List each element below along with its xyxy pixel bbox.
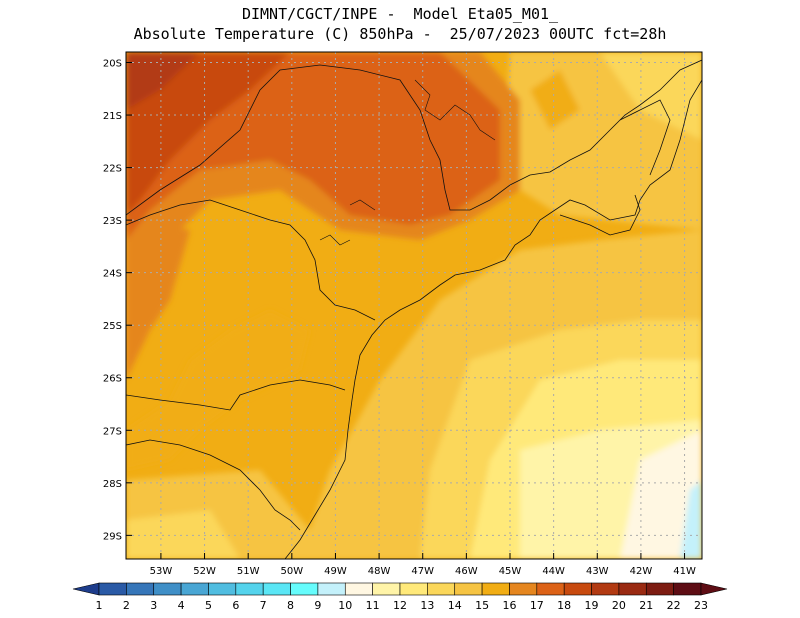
lon-tick-label: 45W — [499, 566, 522, 577]
colorbar-label: 8 — [287, 599, 294, 612]
lon-tick-label: 41W — [673, 566, 696, 577]
lat-tick-label: 29S — [103, 531, 122, 542]
colorbar-high-arrow — [700, 582, 728, 596]
reservoir — [319, 234, 351, 246]
colorbar-label: 5 — [205, 599, 212, 612]
colorbar-low-arrow — [72, 582, 100, 596]
lon-tick-label: 53W — [150, 566, 173, 577]
colorbar-label: 6 — [232, 599, 239, 612]
colorbar-segment — [427, 582, 456, 596]
lon-tick-label: 52W — [193, 566, 216, 577]
lon-tick-label: 49W — [324, 566, 347, 577]
colorbar-segment — [563, 582, 592, 596]
lon-tick-label: 43W — [586, 566, 609, 577]
colorbar-segment — [153, 582, 182, 596]
colorbar-label: 23 — [694, 599, 708, 612]
colorbar-label: 9 — [314, 599, 321, 612]
colorbar-label: 2 — [123, 599, 130, 612]
colorbar-segment — [454, 582, 483, 596]
colorbar-label: 18 — [557, 599, 571, 612]
temperature-field — [126, 52, 702, 559]
colorbar-label: 21 — [639, 599, 653, 612]
lat-tick-label: 21S — [103, 111, 122, 122]
colorbar-label: 22 — [667, 599, 681, 612]
lon-tick-label: 48W — [368, 566, 391, 577]
map-title-line-1: DIMNT/CGCT/INPE - Model Eta05_M01_ — [241, 5, 559, 23]
colorbar-label: 3 — [150, 599, 157, 612]
colorbar-segment — [180, 582, 209, 596]
colorbar-segment — [481, 582, 510, 596]
colorbar-segment — [235, 582, 264, 596]
state-border-sp-pr — [126, 199, 376, 321]
colorbar-label: 15 — [475, 599, 489, 612]
colorbar-label: 4 — [178, 599, 185, 612]
lon-tick-label: 46W — [455, 566, 478, 577]
colorbar-segment — [290, 582, 319, 596]
colorbar-label: 16 — [502, 599, 516, 612]
colorbar-segment — [645, 582, 674, 596]
colorbar-label: 1 — [96, 599, 103, 612]
state-border-sc-rs — [126, 439, 301, 531]
lat-tick-label: 26S — [103, 374, 122, 385]
lat-tick-label: 28S — [103, 479, 122, 490]
lat-tick-label: 20S — [103, 59, 122, 70]
lon-tick-label: 44W — [542, 566, 565, 577]
colorbar-label: 14 — [448, 599, 462, 612]
latitude-labels: 20S 21S 22S 23S 24S 25S 26S 27S 28S 29S — [103, 59, 132, 542]
colorbar-segment — [98, 582, 127, 596]
lon-tick-label: 50W — [281, 566, 304, 577]
colorbar-segment — [262, 582, 291, 596]
colorbar-segment — [673, 582, 702, 596]
colorbar-label: 19 — [585, 599, 599, 612]
colorbar: 1 2 3 4 5 6 7 8 9 10 11 12 13 14 15 16 17 18 19 20 21 22 23 — [72, 582, 728, 612]
lat-tick-label: 22S — [103, 164, 122, 175]
longitude-labels: 53W 52W 51W 50W 49W 48W 47W 46W 45W 44W 43W 42W 41W — [150, 553, 696, 577]
colorbar-segment — [591, 582, 620, 596]
lon-tick-label: 42W — [630, 566, 653, 577]
colorbar-segment — [372, 582, 401, 596]
colorbar-segment — [126, 582, 155, 596]
colorbar-label: 17 — [530, 599, 544, 612]
reservoir — [414, 79, 496, 141]
colorbar-label: 7 — [260, 599, 267, 612]
map-title-line-2: Absolute Temperature (C) 850hPa - 25/07/… — [133, 25, 667, 43]
lat-tick-label: 23S — [103, 216, 122, 227]
state-border-pr-sc — [126, 379, 346, 411]
lon-tick-label: 47W — [411, 566, 434, 577]
colorbar-segment — [399, 582, 428, 596]
es-border — [619, 99, 671, 176]
colorbar-label: 20 — [612, 599, 626, 612]
lat-tick-label: 27S — [103, 426, 122, 437]
colorbar-label: 11 — [366, 599, 380, 612]
colorbar-segment — [317, 582, 346, 596]
coastline — [284, 79, 702, 559]
gridlines — [126, 52, 702, 559]
colorbar-segment — [509, 582, 538, 596]
coastlines-and-borders — [126, 59, 702, 559]
lat-tick-label: 24S — [103, 269, 122, 280]
lon-tick-label: 51W — [237, 566, 260, 577]
colorbar-label: 13 — [420, 599, 434, 612]
reservoir — [349, 199, 376, 211]
colorbar-label: 10 — [338, 599, 352, 612]
colorbar-segment — [344, 582, 373, 596]
colorbar-segment — [208, 582, 237, 596]
colorbar-label: 12 — [393, 599, 407, 612]
lat-tick-label: 25S — [103, 321, 122, 332]
map-frame — [125, 51, 703, 560]
colorbar-segment — [536, 582, 565, 596]
rj-border — [559, 194, 641, 236]
colorbar-segment — [618, 582, 647, 596]
